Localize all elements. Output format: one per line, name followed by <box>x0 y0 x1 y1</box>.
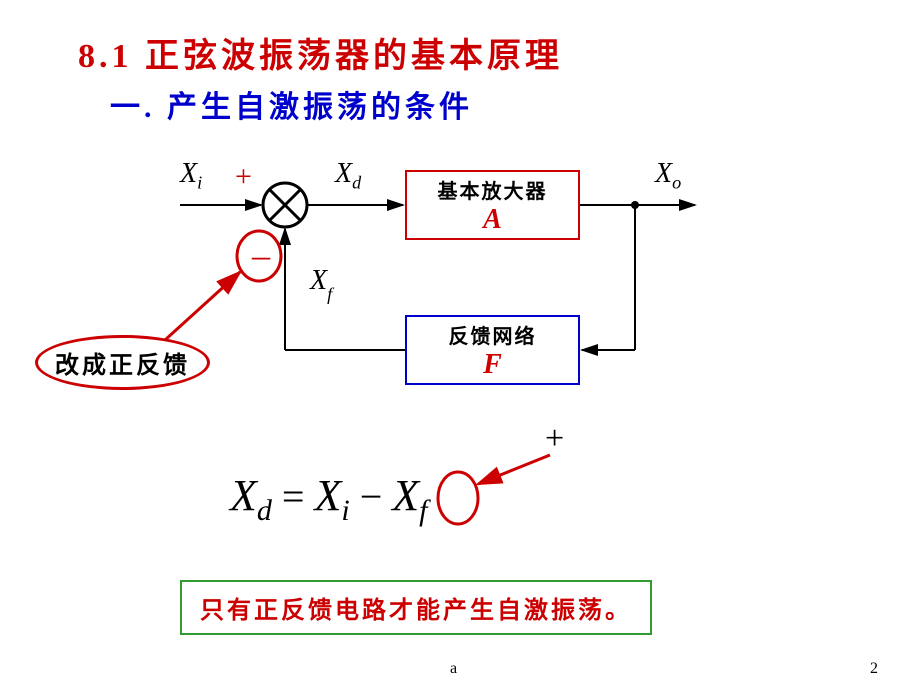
label-xi: Xi <box>180 158 202 194</box>
equation-op-circle <box>438 472 478 524</box>
equation-arrow <box>478 455 550 484</box>
minus-sign: – <box>252 234 270 276</box>
feedback-title: 反馈网络 <box>449 320 537 349</box>
feedback-block: 反馈网络 F <box>405 315 580 385</box>
amplifier-symbol: A <box>483 204 502 236</box>
equation-minus-op: − <box>360 473 383 520</box>
amplifier-block: 基本放大器 A <box>405 170 580 240</box>
annotation-oval: 改成正反馈 <box>35 335 210 390</box>
conclusion-box: 只有正反馈电路才能产生自激振荡。 <box>180 580 652 635</box>
label-xo: Xo <box>655 158 681 194</box>
feedback-symbol: F <box>483 349 502 381</box>
summing-junction <box>263 183 307 227</box>
label-xd: Xd <box>335 158 361 194</box>
footer-mark: a <box>450 660 457 678</box>
block-diagram: 基本放大器 A 反馈网络 F Xi Xd Xo Xf + – 改成正反馈 <box>35 140 755 430</box>
plus-sign: + <box>235 160 252 194</box>
equation-new-plus: + <box>545 420 564 458</box>
page-title: 8.1 正弦波振荡器的基本原理 <box>78 28 563 77</box>
label-xf: Xf <box>310 265 332 301</box>
equation: Xd = Xi − Xf <box>230 470 427 521</box>
amplifier-title: 基本放大器 <box>438 175 548 204</box>
annotation-arrow <box>165 272 240 340</box>
page-number: 2 <box>870 660 878 678</box>
section-subtitle: 一. 产生自激振荡的条件 <box>110 82 473 126</box>
